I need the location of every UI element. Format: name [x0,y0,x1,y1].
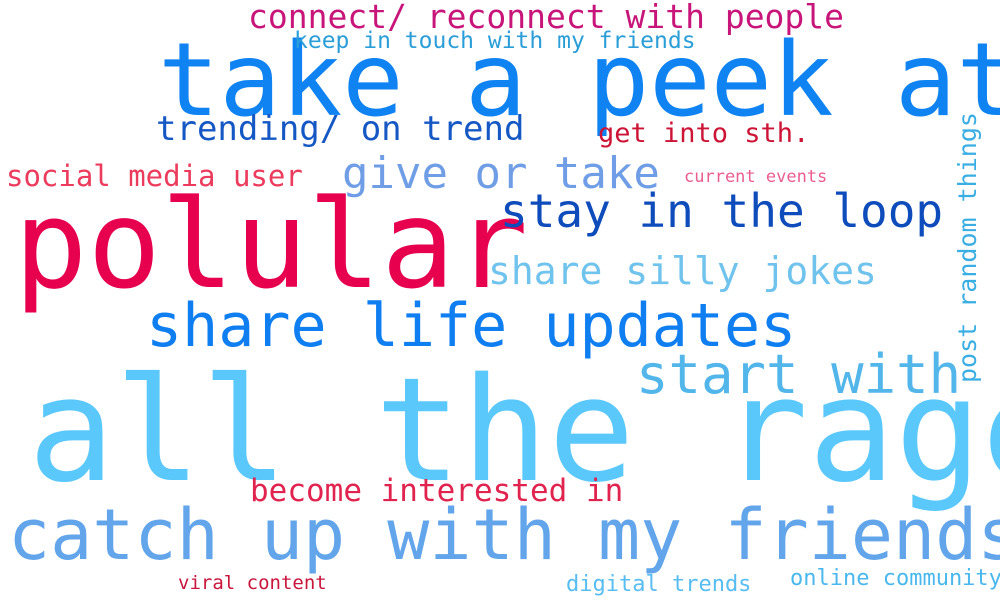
word-viral-content: viral content [178,572,327,594]
word-digital-trends: digital trends [566,572,752,597]
word-give-or-take: give or take [342,148,660,199]
word-share-life-updates: share life updates [146,291,797,361]
word-keep-in-touch-with-my-friends: keep in touch with my friends [294,28,696,54]
word-social-media-user: social media user [6,159,303,193]
word-all-the-rage: all the rage [28,346,1000,514]
word-become-interested-in: become interested in [250,473,624,509]
word-current-events: current events [684,167,828,187]
word-start-with: start with [636,343,962,406]
word-polular: polular [14,174,529,316]
word-catch-up-with-my-friends: catch up with my friends [8,494,1000,576]
word-connect-reconnect-with-people: connect/ reconnect with people [248,0,845,36]
word-trending-on-trend: trending/ on trend [156,109,525,149]
word-post-random-things: post random things [953,112,982,383]
word-online-community: online community [790,566,1000,591]
word-take-a-peek-at: take a peek at [158,21,1000,140]
word-get-into-sth: get into sth. [598,118,810,149]
word-share-silly-jokes: share silly jokes [488,249,877,293]
word-stay-in-the-loop: stay in the loop [500,184,944,238]
